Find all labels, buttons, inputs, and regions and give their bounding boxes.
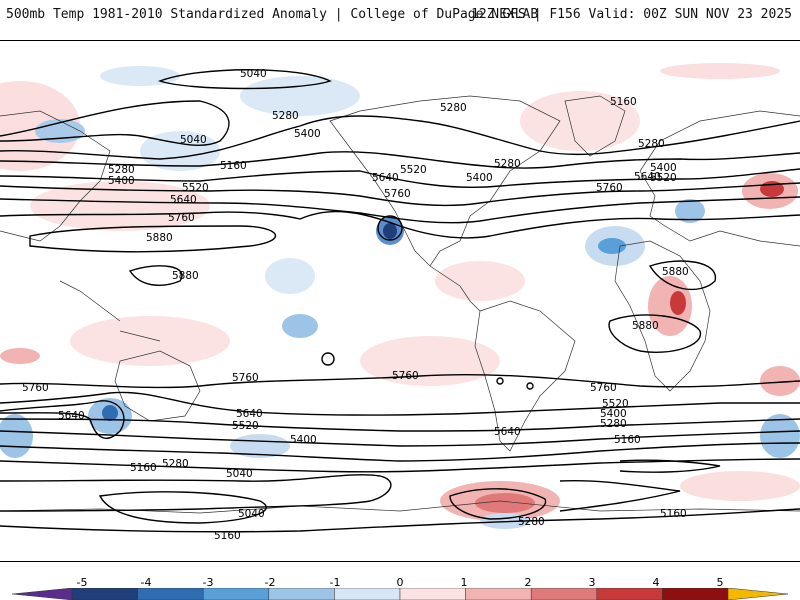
map-panel[interactable]: 5040 5280 5400 5040 5160 5280 5400 5520 … (0, 40, 800, 562)
contour-label: 5880 (146, 232, 173, 244)
contour-label: 5640 (236, 408, 263, 420)
contour-label: 5280 (638, 138, 665, 150)
contour-label: 5760 (232, 372, 259, 384)
contour-label: 5280 (494, 158, 521, 170)
contour-label: 5160 (660, 508, 687, 520)
contour-label: 5760 (22, 382, 49, 394)
contour-label: 5160 (130, 462, 157, 474)
contour-label: 5640 (634, 171, 661, 183)
colorbar (12, 588, 788, 600)
colorbar-segment (662, 588, 729, 600)
contour-label: 5280 (272, 110, 299, 122)
contour-label: 5760 (596, 182, 623, 194)
contour-label: 5520 (232, 420, 259, 432)
height-contours (0, 69, 800, 533)
colorbar-tick: 2 (524, 576, 532, 589)
colorbar-segment (465, 588, 532, 600)
contour-labels: 5040 5280 5400 5040 5160 5280 5400 5520 … (22, 68, 689, 542)
colorbar-tick: 0 (396, 576, 404, 589)
header-right-title: 12Z GFS | F156 Valid: 00Z SUN NOV 23 202… (471, 7, 792, 22)
anomaly-shading (0, 63, 800, 529)
contour-label: 5160 (214, 530, 241, 542)
colorbar-segment (137, 588, 204, 600)
contour-label: 5160 (220, 160, 247, 172)
colorbar-tick: 1 (460, 576, 468, 589)
contour-label: 5760 (392, 370, 419, 382)
header-left-title: 500mb Temp 1981-2010 Standardized Anomal… (6, 7, 539, 22)
colorbar-tick: -5 (76, 576, 88, 589)
contour-label: 5520 (400, 164, 427, 176)
contour-label: 5880 (662, 266, 689, 278)
contour-label: 5280 (518, 516, 545, 528)
contour-label: 5040 (240, 68, 267, 80)
colorbar-segments (12, 588, 788, 600)
contour-label: 5040 (180, 134, 207, 146)
contour-label: 5400 (600, 408, 627, 420)
contour-label: 5520 (182, 182, 209, 194)
contour-label: 5880 (172, 270, 199, 282)
contour-label: 5760 (168, 212, 195, 224)
contour-label: 5280 (108, 164, 135, 176)
contour-label: 5520 (650, 172, 677, 184)
colorbar-tick: 4 (652, 576, 660, 589)
contour-label: 5160 (614, 434, 641, 446)
colorbar-segment (530, 588, 598, 600)
contour-label: 5880 (632, 320, 659, 332)
contour-label: 5280 (162, 458, 189, 470)
colorbar-segment (202, 588, 270, 600)
contour-label: 5640 (494, 426, 521, 438)
header: 500mb Temp 1981-2010 Standardized Anomal… (0, 0, 800, 30)
colorbar-tick: 3 (588, 576, 596, 589)
contour-label: 5280 (600, 418, 627, 430)
contour-label: 5400 (290, 434, 317, 446)
colorbar-segment (334, 588, 401, 600)
colorbar-tick: -3 (202, 576, 214, 589)
colorbar-segment (596, 588, 663, 600)
contour-label: 5400 (108, 175, 135, 187)
contour-label: 5040 (238, 508, 265, 520)
contour-label: 5400 (466, 172, 493, 184)
contour-label: 5160 (610, 96, 637, 108)
contour-label: 5520 (602, 398, 629, 410)
colorbar-tick: -1 (329, 576, 341, 589)
contour-label: 5400 (294, 128, 321, 140)
contour-label: 5280 (440, 102, 467, 114)
contour-label: 5640 (170, 194, 197, 206)
map-canvas: 5040 5280 5400 5040 5160 5280 5400 5520 … (0, 63, 800, 542)
contour-label: 5760 (590, 382, 617, 394)
contour-label: 5400 (650, 162, 677, 174)
contour-label: 5640 (58, 410, 85, 422)
colorbar-tick: -4 (140, 576, 152, 589)
colorbar-tick: -2 (264, 576, 276, 589)
contour-label: 5760 (384, 188, 411, 200)
colorbar-segment (71, 588, 138, 600)
colorbar-segment (399, 588, 466, 600)
contour-label: 5640 (372, 172, 399, 184)
colorbar-segment (727, 588, 788, 600)
colorbar-tick: 5 (716, 576, 724, 589)
colorbar-segment (12, 588, 73, 600)
contour-label: 5040 (226, 468, 253, 480)
colorbar-segment (268, 588, 335, 600)
